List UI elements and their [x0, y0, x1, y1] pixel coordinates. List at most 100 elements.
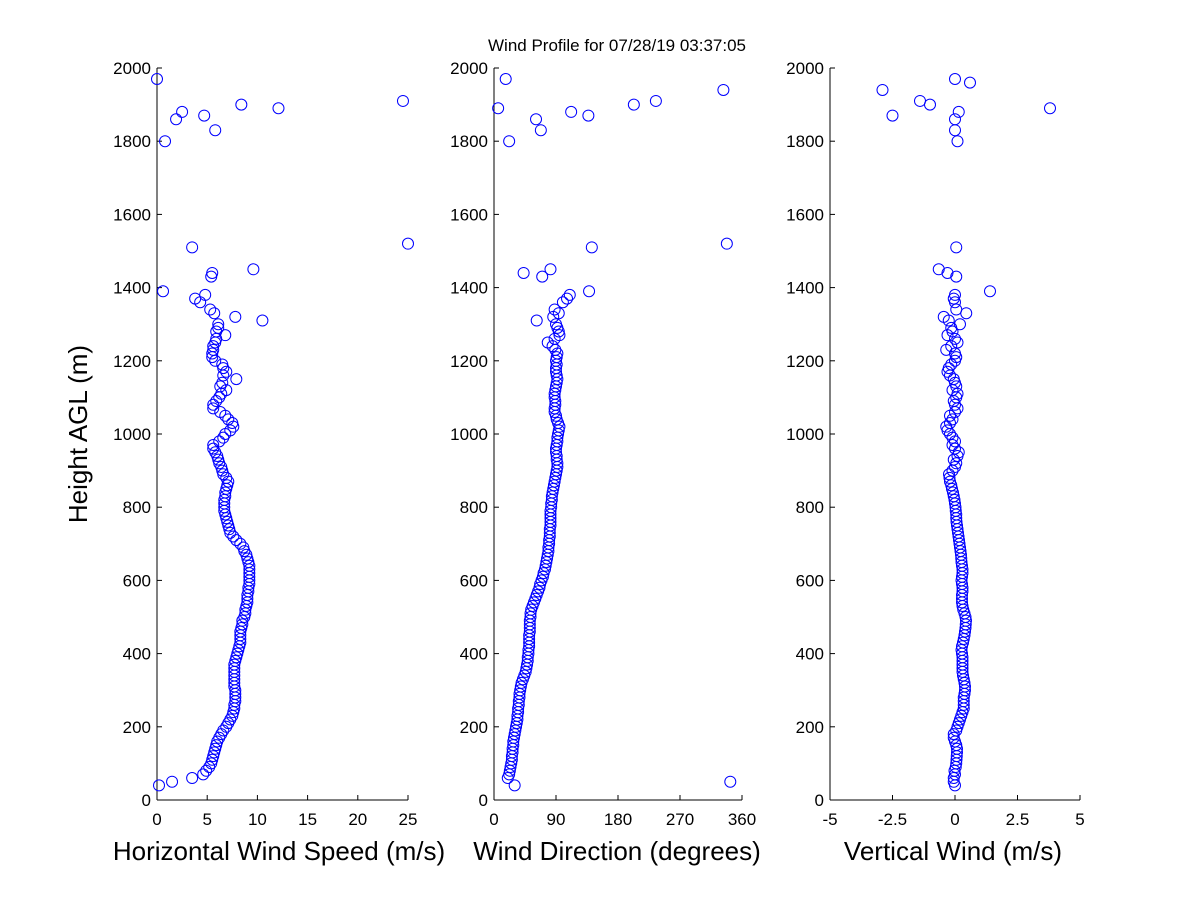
direction-data-point [550, 318, 562, 331]
vertical-data-point [949, 124, 961, 137]
vertical-data-point [949, 72, 961, 85]
speed-data-point [208, 746, 221, 759]
speed-data-point [207, 343, 220, 356]
direction-y-tick-label: 600 [460, 571, 488, 590]
vertical-data-point [949, 347, 961, 360]
speed-data-point [212, 453, 225, 466]
speed-data-point [220, 482, 233, 495]
direction-data-point [717, 83, 730, 96]
speed-data-point [205, 757, 218, 770]
direction-x-tick-label: 270 [666, 810, 694, 829]
speed-data-point [216, 376, 229, 389]
speed-data-point [176, 105, 189, 118]
direction-y-tick-label: 1200 [450, 352, 488, 371]
direction-data-point [627, 98, 640, 111]
vertical-data-point [949, 332, 961, 345]
direction-y-tick-label: 1400 [450, 279, 488, 298]
speed-data-point [213, 457, 226, 470]
speed-data-point [220, 384, 233, 397]
speed-data-point [232, 643, 245, 656]
speed-data-point [237, 541, 250, 554]
direction-y-tick-label: 800 [460, 498, 488, 517]
speed-data-point [210, 395, 223, 408]
direction-data-point [534, 124, 547, 137]
vertical-data-point [942, 362, 955, 375]
vertical-y-tick-label: 2000 [786, 59, 824, 78]
speed-data-point [207, 438, 220, 451]
speed-data-point [157, 285, 170, 298]
speed-points [151, 72, 414, 792]
speed-x-tick-label: 25 [399, 810, 418, 829]
direction-x-tick-label: 360 [728, 810, 756, 829]
speed-x-tick-label: 20 [348, 810, 367, 829]
speed-data-point [247, 263, 260, 276]
direction-data-point [530, 314, 543, 327]
vertical-panel: 0 200 400 600 800 1000 1200 1400 1600 1800 2000 -5 -… [786, 59, 1085, 866]
direction-data-point [544, 263, 557, 276]
figure-title: Wind Profile for 07/28/19 03:37:05 [488, 36, 746, 55]
direction-data-point [508, 779, 521, 792]
speed-data-point [230, 651, 243, 664]
vertical-y-tick-label: 1800 [786, 132, 824, 151]
direction-data-point [565, 105, 578, 118]
direction-y-tick-label: 2000 [450, 59, 488, 78]
speed-panel: 0 200 400 600 800 1000 1200 1400 1600 1800 2000 0 5 1… [63, 59, 445, 866]
speed-data-point [212, 321, 225, 334]
direction-data-point [524, 607, 537, 620]
vertical-data-point [946, 431, 959, 444]
speed-y-tick-label: 800 [123, 498, 151, 517]
speed-data-point [396, 94, 409, 107]
direction-data-point [533, 581, 546, 594]
vertical-data-point [1044, 102, 1056, 115]
direction-y-tick-label: 1800 [450, 132, 488, 151]
direction-data-point [585, 241, 598, 254]
vertical-data-point [947, 731, 960, 744]
direction-data-point [548, 303, 561, 316]
direction-data-point [550, 351, 563, 364]
direction-data-point [541, 336, 554, 349]
vertical-y-tick-label: 200 [796, 718, 824, 737]
vertical-data-point [944, 475, 956, 488]
speed-y-tick-label: 200 [123, 718, 151, 737]
direction-data-point [556, 296, 569, 309]
speed-data-point [256, 314, 269, 327]
direction-data-point [553, 329, 566, 342]
direction-data-point [517, 266, 530, 279]
vertical-data-point [960, 307, 973, 320]
speed-data-point [209, 124, 222, 137]
speed-y-tick-label: 1600 [113, 205, 151, 224]
vertical-y-tick-label: 1200 [786, 352, 824, 371]
direction-x-tick-label: 0 [489, 810, 498, 829]
speed-data-point [197, 768, 210, 781]
direction-data-point [514, 680, 527, 693]
direction-x-tick-label: 90 [547, 810, 566, 829]
vertical-data-point [951, 135, 964, 148]
speed-data-point [207, 750, 220, 763]
direction-data-point [536, 570, 549, 583]
direction-data-point [724, 775, 737, 788]
speed-data-point [209, 354, 222, 367]
vertical-data-point [947, 728, 960, 741]
speed-y-tick-label: 2000 [113, 59, 151, 78]
vertical-data-point [952, 105, 965, 118]
vertical-data-point [952, 446, 965, 459]
vertical-x-tick-label: -5 [822, 810, 837, 829]
speed-data-point [402, 237, 414, 250]
speed-y-tick-label: 400 [123, 645, 151, 664]
speed-data-point [208, 307, 221, 320]
speed-data-point [230, 534, 243, 547]
vertical-data-point [946, 438, 959, 451]
vertical-data-point [876, 83, 889, 96]
vertical-x-tick-label: -2.5 [878, 810, 907, 829]
direction-data-point [536, 270, 549, 283]
speed-data-point [205, 270, 218, 283]
vertical-x-tick-label: 5 [1075, 810, 1084, 829]
speed-data-point [241, 552, 254, 565]
speed-x-tick-label: 10 [248, 810, 267, 829]
speed-data-point [204, 303, 217, 316]
speed-data-point [272, 102, 285, 115]
speed-data-point [200, 764, 213, 777]
speed-x-axis-title: Horizontal Wind Speed (m/s) [113, 836, 445, 866]
speed-data-point [198, 109, 211, 122]
